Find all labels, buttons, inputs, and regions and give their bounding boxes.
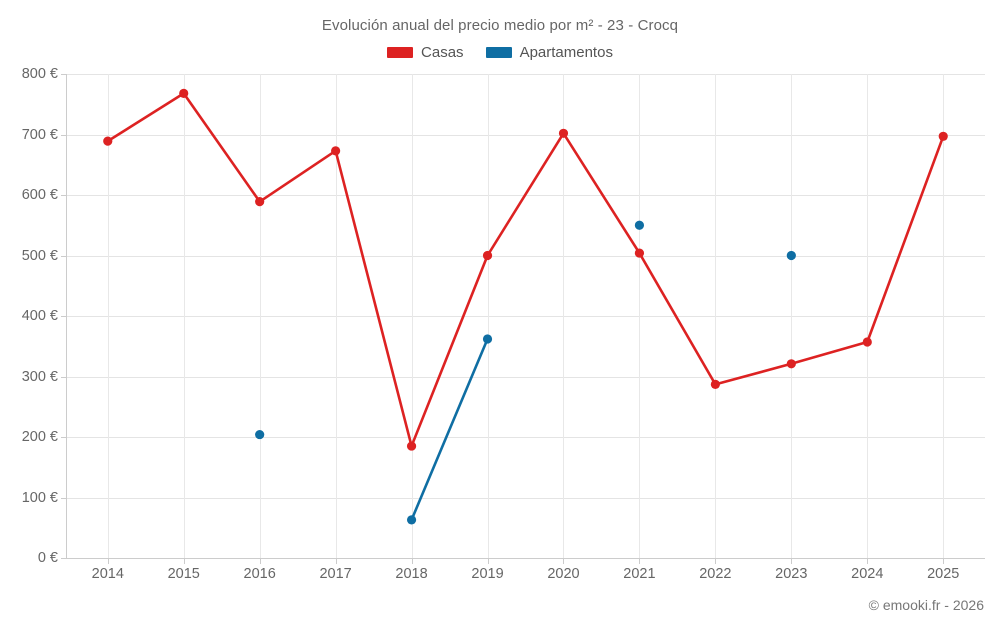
y-axis-tick-label: 0 € <box>37 550 58 566</box>
y-axis-tick-label: 100 € <box>21 489 58 506</box>
gridline-vertical <box>183 74 185 558</box>
gridline-vertical <box>411 74 413 558</box>
gridline-horizontal <box>66 437 985 438</box>
x-axis-line <box>66 558 985 559</box>
y-axis-tick-label: 300 € <box>21 368 58 385</box>
x-axis-tick-mark <box>107 559 109 564</box>
y-axis-tick-mark <box>61 134 66 136</box>
data-point-casas[interactable] <box>406 441 417 451</box>
chart-title: Evolución anual del precio medio por m² … <box>321 17 679 34</box>
y-axis-ticks: 0 € 100 € 200 € 300 € 400 € 500 € 600 € 700 € 80… <box>0 0 58 625</box>
x-axis-tick-mark <box>183 559 185 564</box>
x-axis-tick-label: 2015 <box>167 566 200 582</box>
data-point-casas[interactable] <box>103 136 113 146</box>
data-point-apartamentos[interactable] <box>482 334 493 344</box>
chart-legend: Casas Apartamentos <box>0 44 1000 61</box>
data-point-casas[interactable] <box>938 131 948 141</box>
y-axis-tick-mark <box>61 316 66 317</box>
gridline-vertical <box>943 74 945 558</box>
y-axis-tick-mark <box>61 195 66 196</box>
data-point-apartamentos[interactable] <box>634 220 645 230</box>
data-point-casas[interactable] <box>786 359 796 369</box>
gridline-horizontal <box>66 74 985 75</box>
data-point-casas[interactable] <box>558 128 569 138</box>
x-axis-tick-label: 2022 <box>699 566 732 582</box>
gridline-vertical <box>335 74 337 558</box>
y-axis-tick-label: 400 € <box>21 308 58 324</box>
data-point-casas[interactable] <box>634 248 645 258</box>
data-point-apartamentos[interactable] <box>406 515 417 525</box>
y-axis-tick-label: 600 € <box>21 187 58 203</box>
y-axis-line <box>66 74 67 559</box>
y-axis-tick-label: 200 € <box>21 429 58 445</box>
x-axis-tick-mark <box>335 559 337 564</box>
gridline-vertical <box>487 74 489 558</box>
x-axis-tick-label: 2021 <box>623 566 656 582</box>
x-axis-tick-label: 2014 <box>91 566 124 582</box>
gridline-horizontal <box>66 497 985 499</box>
gridline-horizontal <box>66 134 985 136</box>
gridline-horizontal <box>66 255 985 257</box>
x-axis-tick-label: 2019 <box>471 566 504 582</box>
x-axis-tick-mark <box>715 559 717 564</box>
x-axis-tick-label: 2025 <box>927 566 960 582</box>
gridline-horizontal <box>66 316 985 317</box>
gridline-horizontal <box>66 376 985 378</box>
y-axis-tick-label: 700 € <box>21 126 58 143</box>
data-point-casas[interactable] <box>482 250 493 261</box>
data-point-casas[interactable] <box>862 337 872 347</box>
data-point-casas[interactable] <box>331 146 341 156</box>
x-axis-tick-mark <box>639 559 641 564</box>
y-axis-tick-label: 500 € <box>21 247 58 264</box>
x-axis-tick-mark <box>259 559 261 564</box>
legend-label-apartamentos: Apartamentos <box>519 44 613 61</box>
x-axis-tick-label: 2023 <box>775 566 808 582</box>
y-axis-tick-label: 800 € <box>21 66 58 82</box>
y-axis-tick-mark <box>61 74 66 75</box>
copyright-footer: © emooki.fr - 2026 <box>868 597 984 613</box>
data-point-casas[interactable] <box>179 88 189 98</box>
legend-swatch-apartamentos <box>485 47 512 58</box>
x-axis-tick-mark <box>791 559 793 564</box>
data-point-apartamentos[interactable] <box>255 429 265 440</box>
data-point-apartamentos[interactable] <box>786 250 796 261</box>
legend-item-casas[interactable]: Casas <box>387 44 464 61</box>
legend-item-apartamentos[interactable]: Apartamentos <box>485 44 613 61</box>
gridline-vertical <box>791 74 793 558</box>
gridline-vertical <box>107 74 109 558</box>
x-axis-tick-label: 2024 <box>851 566 884 582</box>
y-axis-tick-mark <box>61 497 66 499</box>
gridline-vertical <box>715 74 717 558</box>
data-point-casas[interactable] <box>255 197 265 207</box>
gridline-vertical <box>639 74 641 558</box>
x-axis-tick-mark <box>943 559 945 564</box>
y-axis-tick-mark <box>61 437 66 438</box>
x-axis-tick-mark <box>411 559 413 564</box>
series-line-apartamentos <box>410 337 489 522</box>
x-axis-tick-mark <box>867 559 869 564</box>
legend-swatch-casas <box>387 47 414 58</box>
y-axis-tick-mark <box>61 255 66 257</box>
x-axis-tick-mark <box>487 559 489 564</box>
gridline-vertical <box>867 74 869 558</box>
series-line-casas <box>106 92 945 448</box>
data-point-casas[interactable] <box>710 379 720 389</box>
gridline-vertical <box>259 74 261 558</box>
gridline-vertical <box>563 74 565 558</box>
x-axis-tick-mark <box>563 559 565 564</box>
x-axis-tick-label: 2018 <box>395 566 428 582</box>
y-axis-tick-mark <box>61 558 66 559</box>
x-axis-tick-label: 2017 <box>319 566 352 582</box>
x-axis-tick-label: 2020 <box>547 566 580 582</box>
x-axis-tick-label: 2016 <box>243 566 276 582</box>
legend-label-casas: Casas <box>421 44 464 61</box>
y-axis-tick-mark <box>61 376 66 378</box>
